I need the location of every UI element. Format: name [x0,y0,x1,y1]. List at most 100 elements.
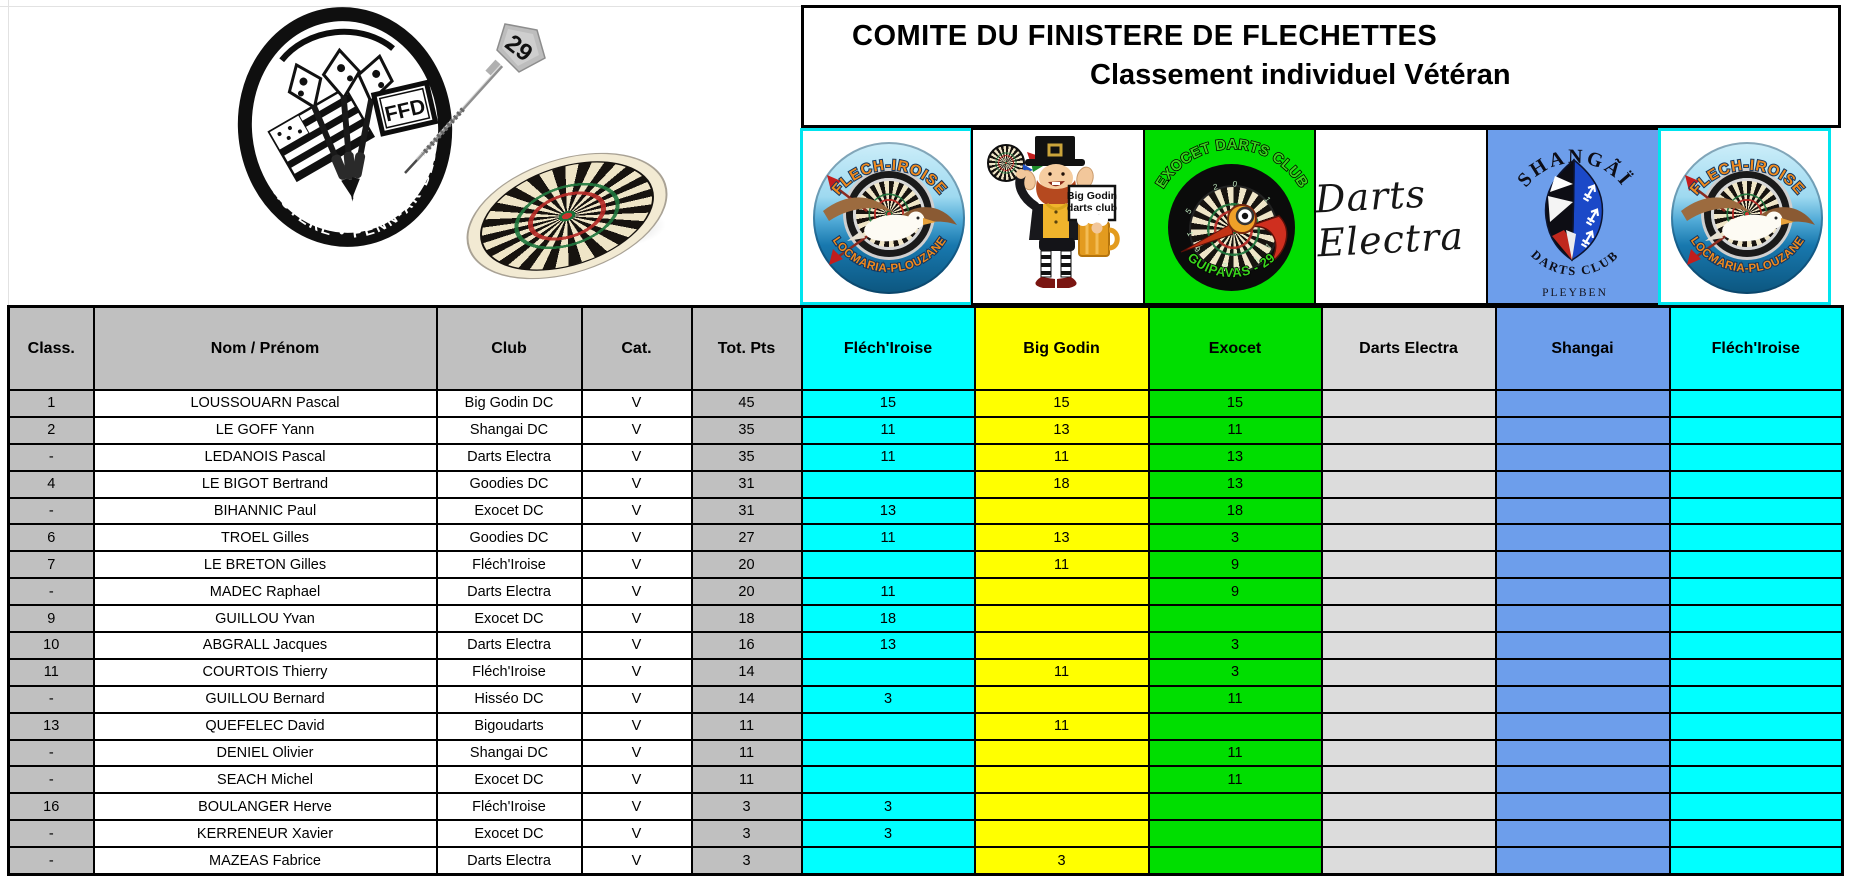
cell-points-2[interactable]: 11 [1147,684,1323,714]
cell-points-5[interactable] [1668,523,1844,553]
cell-total-points[interactable]: 11 [690,711,803,741]
cell-total-points[interactable]: 45 [690,389,803,418]
cell-club[interactable]: Shangai DC [435,738,583,768]
cell-points-3[interactable] [1320,711,1497,741]
cell-category[interactable]: V [580,711,693,741]
cell-points-1[interactable] [973,496,1150,526]
cell-name[interactable]: LE BRETON Gilles [92,550,438,580]
cell-points-5[interactable] [1668,631,1844,660]
cell-points-0[interactable] [800,738,976,768]
cell-name[interactable]: BIHANNIC Paul [92,496,438,526]
cell-rank[interactable]: 2 [7,415,95,445]
cell-category[interactable]: V [580,792,693,822]
cell-name[interactable]: ABGRALL Jacques [92,631,438,660]
cell-points-3[interactable] [1320,846,1497,876]
cell-points-5[interactable] [1668,577,1844,607]
cell-points-4[interactable] [1494,442,1671,472]
cell-points-0[interactable] [800,765,976,795]
cell-points-0[interactable] [800,711,976,741]
cell-name[interactable]: MAZEAS Fabrice [92,846,438,876]
cell-points-1[interactable]: 15 [973,389,1150,418]
cell-points-4[interactable] [1494,631,1671,660]
cell-points-0[interactable] [800,846,976,876]
cell-club[interactable]: Darts Electra [435,442,583,472]
cell-points-5[interactable] [1668,738,1844,768]
cell-points-4[interactable] [1494,523,1671,553]
cell-points-2[interactable]: 11 [1147,738,1323,768]
cell-total-points[interactable]: 14 [690,684,803,714]
cell-rank[interactable]: - [7,846,95,876]
cell-points-3[interactable] [1320,604,1497,634]
cell-total-points[interactable]: 14 [690,657,803,687]
cell-name[interactable]: LEDANOIS Pascal [92,442,438,472]
cell-points-1[interactable]: 3 [973,846,1150,876]
cell-points-3[interactable] [1320,389,1497,418]
cell-club[interactable]: Fléch'Iroise [435,550,583,580]
cell-club[interactable]: Exocet DC [435,765,583,795]
cell-total-points[interactable]: 3 [690,792,803,822]
cell-points-5[interactable] [1668,684,1844,714]
column-header-0[interactable]: Class. [7,305,95,391]
cell-points-4[interactable] [1494,846,1671,876]
cell-points-2[interactable]: 11 [1147,415,1323,445]
cell-points-3[interactable] [1320,496,1497,526]
column-header-8[interactable]: Darts Electra [1320,305,1497,391]
cell-points-4[interactable] [1494,415,1671,445]
cell-points-4[interactable] [1494,389,1671,418]
cell-category[interactable]: V [580,550,693,580]
cell-name[interactable]: DENIEL Olivier [92,738,438,768]
cell-category[interactable]: V [580,819,693,849]
cell-points-2[interactable]: 3 [1147,631,1323,660]
cell-points-5[interactable] [1668,657,1844,687]
cell-points-1[interactable] [973,792,1150,822]
cell-points-0[interactable] [800,550,976,580]
cell-points-0[interactable] [800,657,976,687]
cell-points-1[interactable] [973,577,1150,607]
cell-name[interactable]: LOUSSOUARN Pascal [92,389,438,418]
cell-points-3[interactable] [1320,765,1497,795]
cell-category[interactable]: V [580,604,693,634]
cell-club[interactable]: Hisséo DC [435,684,583,714]
cell-points-4[interactable] [1494,792,1671,822]
cell-points-1[interactable]: 18 [973,469,1150,499]
cell-rank[interactable]: 4 [7,469,95,499]
cell-points-4[interactable] [1494,711,1671,741]
cell-points-4[interactable] [1494,657,1671,687]
cell-total-points[interactable]: 20 [690,577,803,607]
cell-category[interactable]: V [580,469,693,499]
cell-points-3[interactable] [1320,550,1497,580]
cell-points-4[interactable] [1494,738,1671,768]
cell-category[interactable]: V [580,415,693,445]
cell-points-3[interactable] [1320,792,1497,822]
cell-club[interactable]: Fléch'Iroise [435,657,583,687]
column-header-10[interactable]: Fléch'Iroise [1668,305,1844,391]
cell-points-2[interactable]: 15 [1147,389,1323,418]
cell-points-5[interactable] [1668,819,1844,849]
cell-points-1[interactable]: 11 [973,657,1150,687]
cell-points-0[interactable]: 18 [800,604,976,634]
cell-category[interactable]: V [580,657,693,687]
cell-points-4[interactable] [1494,469,1671,499]
column-header-3[interactable]: Cat. [580,305,693,391]
cell-category[interactable]: V [580,631,693,660]
cell-points-5[interactable] [1668,711,1844,741]
cell-points-4[interactable] [1494,684,1671,714]
cell-rank[interactable]: - [7,819,95,849]
cell-club[interactable]: Darts Electra [435,846,583,876]
cell-points-1[interactable]: 13 [973,415,1150,445]
cell-points-2[interactable] [1147,792,1323,822]
cell-points-3[interactable] [1320,577,1497,607]
cell-category[interactable]: V [580,765,693,795]
column-header-6[interactable]: Big Godin [973,305,1150,391]
cell-points-2[interactable]: 9 [1147,577,1323,607]
cell-points-5[interactable] [1668,550,1844,580]
cell-points-2[interactable]: 3 [1147,657,1323,687]
cell-points-3[interactable] [1320,523,1497,553]
cell-name[interactable]: TROEL Gilles [92,523,438,553]
cell-name[interactable]: GUILLOU Bernard [92,684,438,714]
cell-category[interactable]: V [580,577,693,607]
cell-rank[interactable]: - [7,684,95,714]
cell-points-4[interactable] [1494,819,1671,849]
cell-points-2[interactable] [1147,846,1323,876]
cell-total-points[interactable]: 27 [690,523,803,553]
